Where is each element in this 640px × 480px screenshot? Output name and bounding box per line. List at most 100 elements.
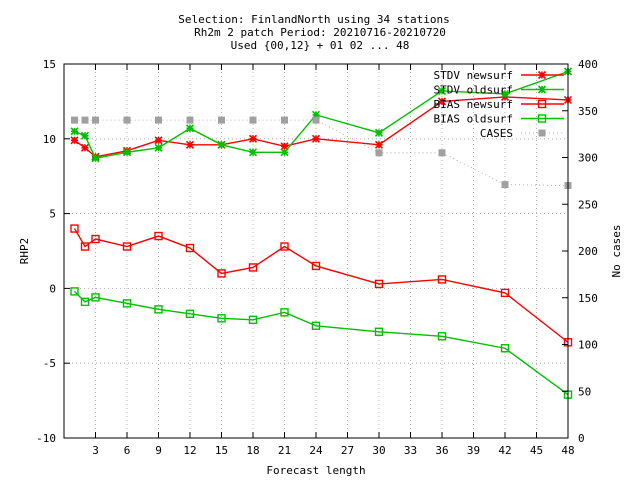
title-line-2: Rh2m 2 patch Period: 20210716-20210720	[194, 26, 446, 39]
data-point	[249, 116, 257, 124]
y-tick-label: 5	[49, 208, 56, 221]
series-line	[73, 228, 569, 343]
data-point	[70, 287, 79, 296]
data-point	[154, 305, 163, 314]
data-point	[70, 224, 79, 233]
series-line	[74, 290, 569, 396]
data-point	[500, 344, 510, 353]
data-point	[71, 116, 78, 124]
y-tick-label: 15	[43, 58, 56, 71]
x-tick-label: 18	[246, 444, 259, 457]
series-line	[74, 70, 569, 160]
data-point	[280, 308, 289, 317]
x-tick-label: 12	[183, 444, 196, 457]
data-point	[80, 131, 90, 140]
data-point	[280, 142, 289, 151]
y2-tick-label: 150	[578, 292, 598, 305]
data-point	[281, 116, 288, 124]
data-point	[154, 231, 163, 241]
data-point	[80, 242, 90, 251]
series-line	[74, 119, 569, 186]
y-tick-label: 0	[49, 282, 56, 295]
legend-label: CASES	[480, 127, 513, 140]
data-point	[248, 315, 258, 325]
data-point	[186, 116, 194, 124]
data-point	[500, 288, 510, 298]
legend-marker	[537, 85, 547, 94]
data-point	[375, 149, 383, 157]
data-point	[217, 314, 226, 323]
title-line-3: Used {00,12} + 01 02 ... 48	[231, 39, 410, 52]
legend-label: STDV oldsurf	[434, 84, 513, 97]
data-point	[70, 136, 79, 145]
data-point	[374, 279, 384, 289]
x-tick-label: 27	[341, 444, 354, 457]
data-point	[437, 332, 447, 341]
legend-label: STDV newsurf	[434, 69, 513, 82]
data-point	[185, 243, 195, 253]
data-point	[122, 242, 132, 251]
x-tick-label: 42	[498, 444, 511, 457]
chart-title: Selection: FinlandNorth using 34 station…	[178, 13, 450, 52]
data-point	[217, 140, 226, 149]
data-point	[438, 149, 446, 157]
data-point	[501, 181, 509, 189]
data-point	[437, 97, 447, 106]
y-tick-label: -5	[43, 357, 56, 370]
x-tick-label: 21	[278, 444, 291, 457]
legend-label: BIAS oldsurf	[434, 113, 513, 126]
y-tick-label: -10	[36, 432, 56, 445]
x-tick-label: 36	[435, 444, 448, 457]
data-point	[70, 127, 79, 136]
data-point	[437, 86, 447, 95]
x-tick-label: 24	[309, 444, 323, 457]
y2-tick-label: 200	[578, 245, 598, 258]
y-tick-label: 10	[43, 133, 56, 146]
series-bias-oldsurf	[70, 287, 573, 399]
legend-label: BIAS newsurf	[434, 98, 513, 111]
data-point	[91, 154, 100, 163]
x-tick-label: 3	[92, 444, 99, 457]
x-tick-label: 30	[372, 444, 385, 457]
data-point	[92, 116, 99, 124]
x-tick-label: 33	[404, 444, 417, 457]
y2-tick-label: 400	[578, 58, 598, 71]
data-point	[154, 136, 163, 145]
y-axis-label: RHP2	[18, 238, 31, 265]
y2-tick-label: 50	[578, 385, 591, 398]
data-point	[154, 143, 163, 152]
data-point	[80, 297, 90, 307]
data-point	[91, 234, 100, 244]
y2-tick-label: 250	[578, 198, 598, 211]
y2-axis-label: No cases	[610, 225, 623, 278]
y2-tick-label: 350	[578, 105, 598, 118]
legend-marker	[538, 129, 546, 137]
y2-tick-label: 0	[578, 432, 585, 445]
data-point	[91, 293, 100, 302]
data-point	[311, 261, 321, 271]
data-point	[81, 116, 89, 124]
data-point	[185, 124, 195, 133]
x-tick-label: 45	[530, 444, 543, 457]
title-line-1: Selection: FinlandNorth using 34 station…	[178, 13, 450, 26]
data-point	[218, 116, 225, 124]
data-point	[280, 242, 289, 251]
x-tick-label: 9	[155, 444, 162, 457]
data-point	[312, 116, 320, 124]
series-line	[74, 96, 569, 158]
legend-marker	[537, 114, 547, 123]
data-point	[311, 321, 321, 330]
data-point	[248, 263, 258, 272]
data-point	[374, 327, 384, 336]
x-tick-label: 39	[467, 444, 480, 457]
x-axis-label: Forecast length	[266, 464, 365, 477]
y2-tick-label: 100	[578, 339, 598, 352]
data-point	[280, 148, 289, 157]
x-tick-label: 15	[215, 444, 228, 457]
legend-marker	[537, 70, 547, 80]
data-point	[122, 148, 132, 157]
data-point	[248, 134, 258, 143]
y2-tick-label: 300	[578, 152, 598, 165]
data-point	[185, 309, 195, 319]
